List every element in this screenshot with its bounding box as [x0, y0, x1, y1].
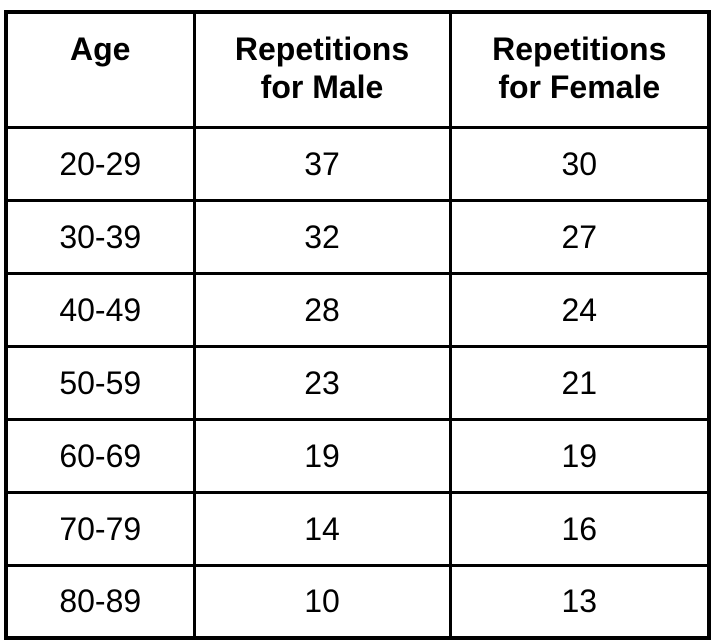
column-header-female-reps: Repetitions for Female: [448, 10, 711, 129]
age-cell: 70-79: [4, 490, 196, 567]
age-cell: 20-29: [4, 125, 196, 202]
male-reps-cell: 23: [192, 344, 452, 421]
age-cell: 40-49: [4, 271, 196, 348]
table-row: 80-89 10 13: [4, 563, 711, 640]
age-cell: 30-39: [4, 198, 196, 275]
male-reps-cell: 32: [192, 198, 452, 275]
male-reps-cell: 14: [192, 490, 452, 567]
female-reps-cell: 24: [448, 271, 711, 348]
table-body: 20-29 37 30 30-39 32 27 40-49 28 24 50-5…: [4, 125, 711, 640]
table-row: 70-79 14 16: [4, 490, 711, 567]
table-header: Age Repetitions for Male Repetitions for…: [4, 10, 711, 129]
male-reps-cell: 37: [192, 125, 452, 202]
column-header-age: Age: [4, 10, 196, 129]
table-row: 30-39 32 27: [4, 198, 711, 275]
age-cell: 50-59: [4, 344, 196, 421]
female-reps-cell: 30: [448, 125, 711, 202]
column-header-male-reps: Repetitions for Male: [192, 10, 452, 129]
female-reps-cell: 19: [448, 417, 711, 494]
table-row: 50-59 23 21: [4, 344, 711, 421]
table-row: 40-49 28 24: [4, 271, 711, 348]
table-row: 60-69 19 19: [4, 417, 711, 494]
male-reps-cell: 19: [192, 417, 452, 494]
age-cell: 80-89: [4, 563, 196, 640]
female-reps-cell: 13: [448, 563, 711, 640]
table-row: 20-29 37 30: [4, 125, 711, 202]
female-reps-cell: 21: [448, 344, 711, 421]
repetitions-table: Age Repetitions for Male Repetitions for…: [4, 10, 711, 640]
female-reps-cell: 16: [448, 490, 711, 567]
male-reps-cell: 10: [192, 563, 452, 640]
male-reps-cell: 28: [192, 271, 452, 348]
female-reps-cell: 27: [448, 198, 711, 275]
age-cell: 60-69: [4, 417, 196, 494]
header-row: Age Repetitions for Male Repetitions for…: [4, 10, 711, 129]
